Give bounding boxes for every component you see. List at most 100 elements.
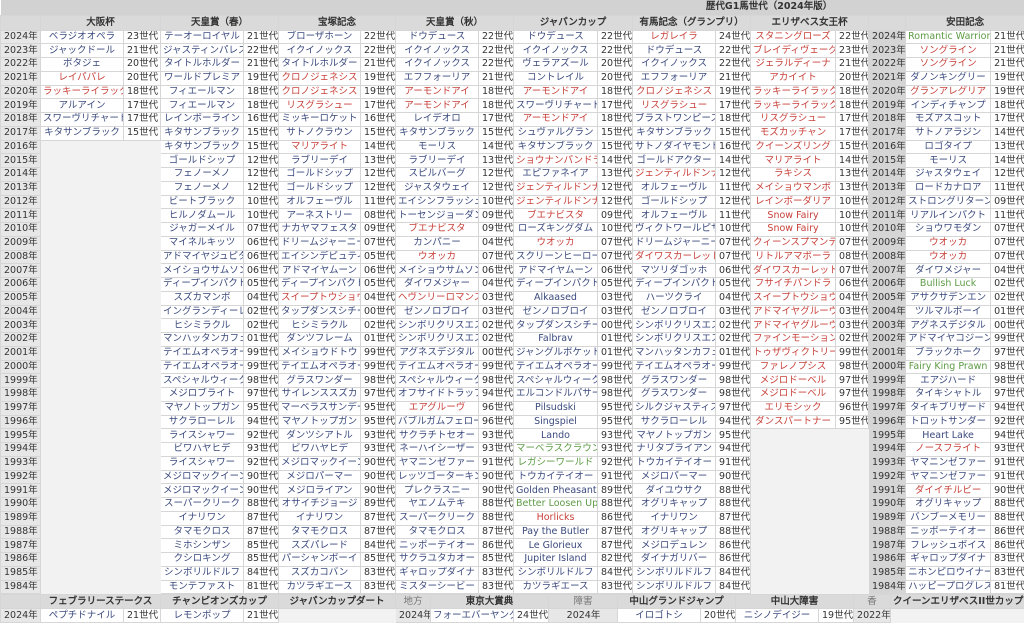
generation: 15世代 [596,139,634,155]
generation: 08世代 [360,208,396,223]
empty-cell [40,373,124,388]
empty-cell [123,208,161,223]
winner-name: ハッピープログレス [905,579,992,595]
table-row: 1999年 スペシャルウィーク 98世代 グラスワンダー 98世代 スペシャルウィーク 98… [0,373,1024,388]
winner-name: イクイノックス [395,43,479,58]
winner-name: メジロパーマー [278,469,361,485]
generation: 07世代 [596,235,634,251]
winner-name: スイープトウショウ [750,290,837,306]
generation: 82世代 [596,552,634,567]
generation: 06世代 [360,263,396,278]
generation: 85世代 [478,552,514,567]
generation: 17世代 [478,112,514,127]
winner-name: ライスシャワー [160,455,244,471]
winner-name: ゴールドシップ [278,180,361,196]
winner-name: ペプチドナイル [40,608,124,624]
year-cell: 1991年 [868,483,907,498]
winner-name: マンハッタンカフェ [160,332,244,347]
winner-name: ジャスティンパレス [160,43,244,58]
generation: 18世代 [715,112,752,127]
winner-name: ダイイチルビー [905,483,992,498]
generation: 08世代 [835,249,870,265]
empty-cell [40,442,124,457]
winner-name: オルフェーヴル [632,208,717,223]
generation: 92世代 [990,414,1024,430]
generation: 97世代 [835,387,870,402]
generation: 87世代 [478,524,514,540]
generation: 13世代 [835,180,870,196]
generation: 06世代 [478,263,514,278]
year-cell: 2007年 [868,263,907,278]
generation: 91世代 [990,469,1024,485]
table-row: 2003年 ヒシミラクル 02世代 ヒシミラクル 02世代 シンボリクリスエス 02世代 タッ… [0,318,1024,333]
generation: 99世代 [478,359,514,375]
year-cell: 2012年 [0,194,41,210]
generation: 99世代 [990,332,1024,347]
empty-cell [40,249,124,265]
winner-name: クロノジェネシス [278,84,361,100]
generation: 20世代 [596,57,634,72]
winner-name: レインボーライン [160,112,244,127]
header-year-corner [0,14,41,31]
winner-name: エピファネイア [513,167,598,182]
empty-cell [123,414,161,430]
winner-name: ダイワスカーレット [632,249,717,265]
winner-name: シルクジャスティス [632,400,717,416]
generation: 90世代 [360,455,396,471]
generation: 19世代 [715,84,752,100]
generation: 95世代 [596,414,634,430]
empty-cell [835,538,870,553]
winner-name: インディチャンプ [905,98,992,113]
winner-name: ヤマニンゼファー [905,469,992,485]
winner-name: ダンツフレーム [278,332,361,347]
generation: 07世代 [360,235,396,251]
generation: 11世代 [990,180,1024,196]
year-cell: 2020年 [868,84,907,100]
empty-cell [123,579,161,595]
generation: 12世代 [243,167,279,182]
header-race: ジャパンカップ [512,14,634,31]
winner-name: レイデオロ [395,112,479,127]
winner-name: ネーハイシーザー [395,442,479,457]
empty-cell [835,469,870,485]
generation: 21世代 [715,70,752,86]
winner-name: ダイワスカーレット [750,263,837,278]
winner-name: ニッポーテイオー [395,538,479,553]
year-cell: 1992年 [868,469,907,485]
winner-name: バンブーメモリー [905,510,992,526]
generation: 21世代 [123,608,161,624]
winner-name: キタサンブラック [160,125,244,141]
generation: 14世代 [360,139,396,155]
generation: 02世代 [715,318,752,333]
winner-name: エリモシック [750,400,837,416]
generation: 84世代 [596,565,634,581]
winner-name: スピルバーグ [395,167,479,182]
header-race: 宝塚記念 [278,14,396,31]
generation: 02世代 [990,277,1024,292]
empty-cell [40,387,124,402]
title-row: 歴代G1馬世代（2024年版） [0,0,1024,15]
generation: 83世代 [990,565,1024,581]
generation: 83世代 [990,552,1024,567]
winner-name: スズカマンボ [160,290,244,306]
winner-name: スクリーンヒーロー [513,249,598,265]
winner-name: ロゴタイプ [905,139,992,155]
year-cell: 1998年 [0,387,41,402]
generation: 04世代 [243,290,279,306]
year-cell: 1994年 [868,442,907,457]
winner-name: Horlicks [513,510,598,526]
table-row: 1988年 タマモクロス 87世代 タマモクロス 87世代 タマモクロス 87世代 Pay t… [0,524,1024,540]
generation: 90世代 [990,483,1024,498]
empty-cell [40,538,124,553]
generation: 07世代 [478,249,514,265]
generation: 96世代 [835,400,870,416]
winner-name: ダイユウサク [632,483,717,498]
year-cell: 2019年 [868,98,907,113]
winner-name: オフサイドトラップ [395,387,479,402]
empty-cell [123,455,161,471]
winner-name: フォーエバーヤング [430,608,514,624]
generation: 07世代 [990,235,1024,251]
generation: 17世代 [596,98,634,113]
winner-name: リスグラシュー [750,112,837,127]
generation: 97世代 [835,373,870,388]
